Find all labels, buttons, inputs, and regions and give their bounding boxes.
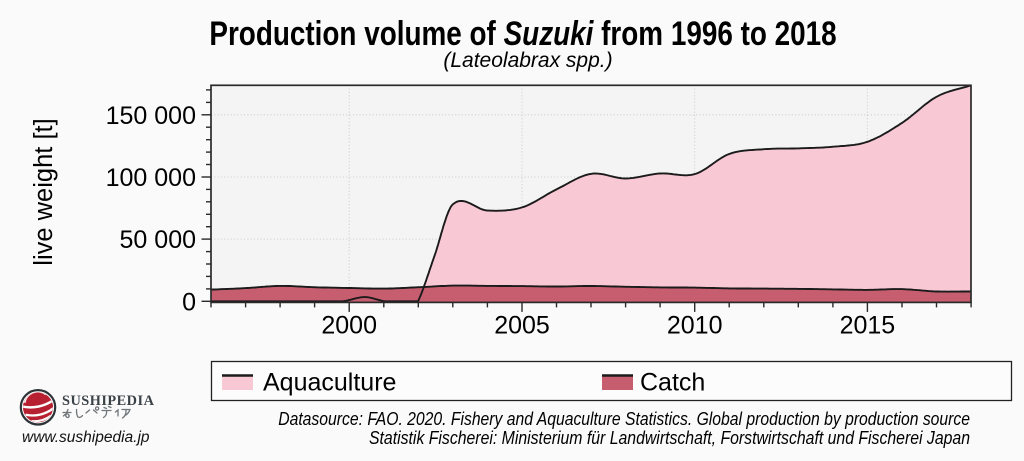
svg-text:live weight [t]: live weight [t] [30,118,58,265]
svg-text:(Lateolabrax spp.): (Lateolabrax spp.) [443,49,612,72]
svg-text:Catch: Catch [640,369,705,397]
svg-text:2010: 2010 [667,312,723,340]
svg-text:Datasource: FAO. 2020. Fishery: Datasource: FAO. 2020. Fishery and Aquac… [278,408,970,430]
svg-text:2000: 2000 [321,312,377,340]
svg-text:2005: 2005 [494,312,550,340]
svg-text:Statistik Fischerei: Ministeri: Statistik Fischerei: Ministerium für Lan… [369,427,970,448]
svg-text:100 000: 100 000 [106,164,196,192]
svg-text:Production volume of Suzuki fr: Production volume of Suzuki from 1996 to… [209,14,836,53]
svg-text:150 000: 150 000 [106,102,196,130]
svg-text:www.sushipedia.jp: www.sushipedia.jp [22,429,150,446]
svg-text:Aquaculture: Aquaculture [263,369,396,397]
svg-text:0: 0 [182,288,196,316]
svg-text:50 000: 50 000 [120,226,196,254]
svg-text:SUSHIPEDIA: SUSHIPEDIA [62,393,155,409]
svg-text:2015: 2015 [840,312,896,340]
